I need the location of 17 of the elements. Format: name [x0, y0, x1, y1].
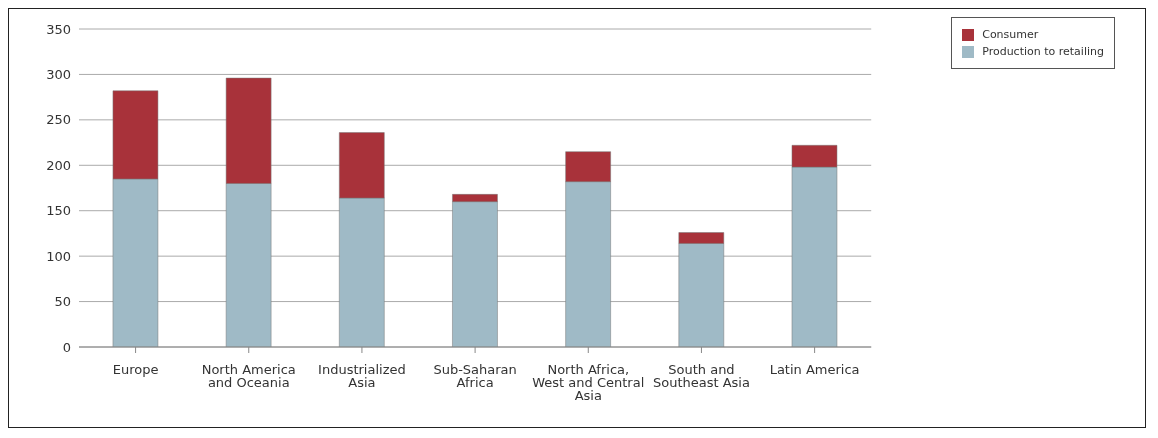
y-tick-label: 100 — [46, 248, 71, 264]
y-tick-label: 50 — [54, 294, 71, 310]
y-tick-label: 150 — [46, 203, 71, 219]
y-tick-label: 250 — [46, 112, 71, 128]
y-tick-label: 200 — [46, 157, 71, 173]
x-tick-label: South and Southeast Asia — [652, 362, 750, 391]
x-tick-label: Sub-Saharan Africa — [433, 362, 517, 391]
x-tick-label: North America and Oceania — [201, 362, 296, 391]
legend-label: Consumer — [982, 28, 1039, 41]
x-tick-label: Industrialized Asia — [318, 362, 406, 391]
y-tick-label: 300 — [46, 67, 71, 83]
x-tick-label: Europe — [112, 362, 159, 378]
y-tick-label: 0 — [62, 339, 71, 355]
x-tick-label: North Africa, West and Central Asia — [532, 362, 645, 404]
x-tick-label: Latin America — [769, 362, 860, 378]
legend-label: Production to retailing — [982, 45, 1104, 58]
y-tick-label: 350 — [46, 21, 71, 37]
